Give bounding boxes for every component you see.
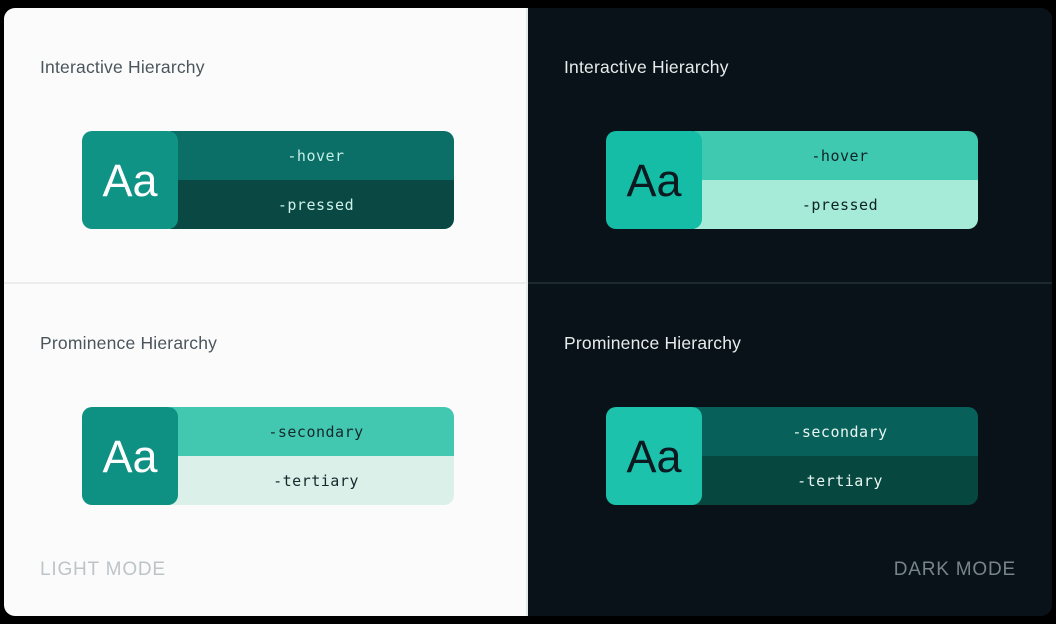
- token-rows: -hover -pressed: [170, 131, 454, 229]
- token-row-secondary: -secondary: [170, 407, 454, 456]
- token-group-interactive-light: -hover -pressed Aa: [82, 131, 454, 229]
- aa-color-swatch: Aa: [82, 407, 178, 505]
- token-spec-frame: Interactive Hierarchy -hover -pressed Aa…: [4, 8, 1052, 616]
- token-group-prominence-light: -secondary -tertiary Aa: [82, 407, 454, 505]
- aa-swatch-label: Aa: [626, 430, 682, 482]
- section-title-prominence-light: Prominence Hierarchy: [40, 333, 218, 353]
- token-row-label: -tertiary: [797, 471, 883, 490]
- token-rows: -secondary -tertiary: [170, 407, 454, 505]
- light-mode-caption: LIGHT MODE: [40, 559, 166, 580]
- token-rows: -hover -pressed: [694, 131, 978, 229]
- token-row-label: -hover: [287, 146, 345, 165]
- section-title-interactive-light: Interactive Hierarchy: [40, 57, 205, 77]
- section-title-interactive-dark: Interactive Hierarchy: [564, 57, 729, 77]
- token-rows: -secondary -tertiary: [694, 407, 978, 505]
- token-row-tertiary: -tertiary: [694, 456, 978, 505]
- aa-swatch-label: Aa: [102, 430, 158, 482]
- token-row-hover: -hover: [694, 131, 978, 180]
- token-row-pressed: -pressed: [694, 180, 978, 229]
- light-interactive-quadrant: Interactive Hierarchy -hover -pressed Aa: [4, 8, 528, 284]
- token-row-tertiary: -tertiary: [170, 456, 454, 505]
- token-row-label: -secondary: [268, 422, 364, 441]
- dark-mode-caption: DARK MODE: [893, 559, 1016, 580]
- token-row-secondary: -secondary: [694, 407, 978, 456]
- aa-color-swatch: Aa: [606, 407, 702, 505]
- section-title-prominence-dark: Prominence Hierarchy: [564, 333, 742, 353]
- light-prominence-quadrant: Prominence Hierarchy -secondary -tertiar…: [4, 284, 528, 616]
- dark-prominence-quadrant: Prominence Hierarchy -secondary -tertiar…: [528, 284, 1052, 616]
- aa-color-swatch: Aa: [606, 131, 702, 229]
- aa-color-swatch: Aa: [82, 131, 178, 229]
- token-row-label: -pressed: [801, 195, 879, 214]
- token-row-hover: -hover: [170, 131, 454, 180]
- aa-swatch-label: Aa: [102, 154, 158, 206]
- aa-swatch-label: Aa: [626, 154, 682, 206]
- token-row-label: -pressed: [277, 195, 355, 214]
- token-row-label: -secondary: [792, 422, 888, 441]
- token-group-interactive-dark: -hover -pressed Aa: [606, 131, 978, 229]
- token-group-prominence-dark: -secondary -tertiary Aa: [606, 407, 978, 505]
- token-row-pressed: -pressed: [170, 180, 454, 229]
- token-row-label: -tertiary: [273, 471, 359, 490]
- dark-interactive-quadrant: Interactive Hierarchy -hover -pressed Aa: [528, 8, 1052, 284]
- token-row-label: -hover: [811, 146, 869, 165]
